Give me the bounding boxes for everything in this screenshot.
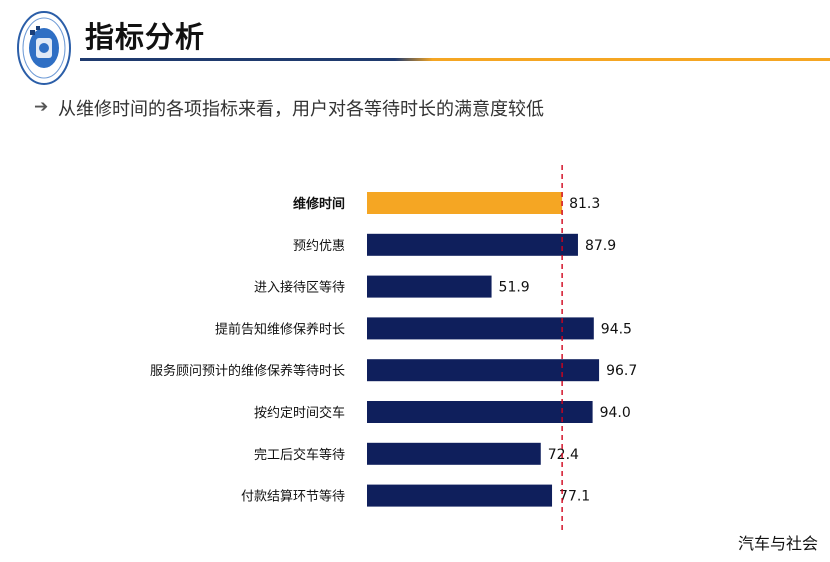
bar [367,275,492,298]
category-label: 维修时间 [293,196,345,212]
value-label: 77.1 [559,489,590,505]
value-label: 51.9 [499,280,530,296]
value-label: 94.0 [600,405,631,421]
value-label: 96.7 [606,363,637,379]
category-label: 提前告知维修保养时长 [215,321,345,337]
page-title: 指标分析 [85,20,206,54]
logo-seal [17,11,71,85]
association-seal-icon [17,11,71,85]
category-label: 进入接待区等待 [254,280,345,296]
value-label: 87.9 [585,238,616,254]
bar [367,442,541,465]
category-label: 服务顾问预计的维修保养等待时长 [150,363,345,379]
value-label: 81.3 [569,196,600,212]
category-label: 预约优惠 [293,239,345,254]
category-label: 付款结算环节等待 [241,489,345,505]
bar [367,484,553,507]
value-label: 94.5 [601,321,632,337]
value-label: 72.4 [548,447,579,463]
bar [367,317,594,340]
subtitle: 从维修时间的各项指标来看，用户对各等待时长的满意度较低 [58,99,544,120]
category-label: 完工后交车等待 [254,447,345,463]
category-label: 按约定时间交车 [254,405,345,421]
bar [367,192,563,214]
arrow-right-icon: ➔ [34,97,49,117]
bar [367,359,600,382]
source-caption: 汽车与社会 [737,534,818,553]
bar [367,233,578,256]
bar [367,401,593,423]
title-underline [80,58,830,61]
